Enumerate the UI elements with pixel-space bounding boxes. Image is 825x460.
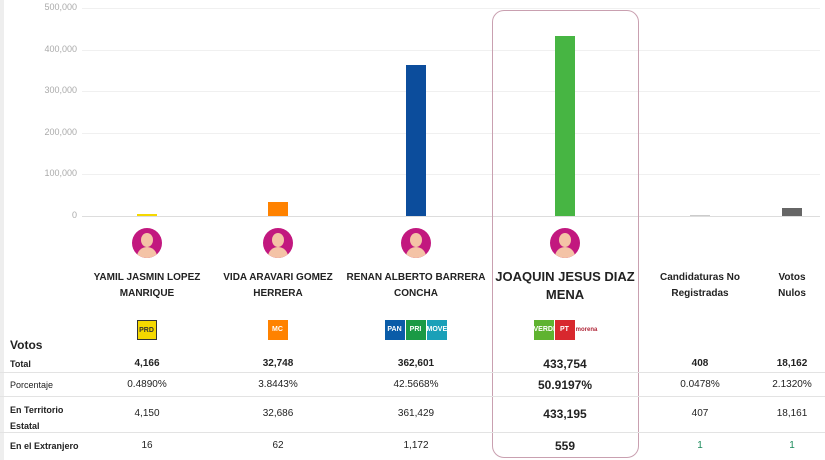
table-cell: 407 xyxy=(691,408,709,419)
name-line: YAMIL JASMIN LOPEZ xyxy=(93,272,201,283)
table-cell: 362,601 xyxy=(397,358,435,369)
party-logos: MC xyxy=(267,320,288,340)
bar[interactable] xyxy=(268,202,288,216)
gridline xyxy=(82,91,820,93)
row-label: Total xyxy=(10,359,31,369)
candidate-avatar xyxy=(550,228,580,258)
table-cell: 408 xyxy=(691,358,709,369)
candidate-name: JOAQUIN JESUS DIAZ MENA xyxy=(490,268,640,304)
gridline xyxy=(82,49,820,51)
y-tick-label: 0 xyxy=(71,210,77,220)
table-cell: 559 xyxy=(554,439,576,453)
table-cell: 32,748 xyxy=(262,358,294,369)
party-logo-pan: PAN xyxy=(384,320,405,340)
gridline xyxy=(82,8,820,9)
name-line: Votos xyxy=(778,272,806,283)
party-logo-verde: VERDE xyxy=(533,320,558,340)
table-cell: 18,161 xyxy=(776,408,808,419)
candidate-name: YAMIL JASMIN LOPEZ MANRIQUE xyxy=(72,270,222,302)
candidate-avatar xyxy=(263,228,293,258)
name-line: Registradas xyxy=(671,288,729,299)
candidate-name: Votos Nulos xyxy=(717,270,825,302)
party-logo-mc: MC xyxy=(267,320,288,340)
row-divider xyxy=(0,396,825,397)
bar[interactable] xyxy=(555,35,575,216)
votes-title: Votos xyxy=(10,338,43,352)
y-tick-label: 400,000 xyxy=(44,43,77,54)
candidate-name: VIDA ARAVARI GOMEZ HERRERA xyxy=(203,270,353,302)
gridline xyxy=(82,216,820,217)
table-cell: 361,429 xyxy=(397,408,435,419)
table-cell: 0.4890% xyxy=(127,379,167,390)
bar[interactable] xyxy=(782,208,802,216)
table-cell: 4,150 xyxy=(134,408,160,419)
row-label: En el Extranjero xyxy=(10,441,79,451)
table-cell: 3.8443% xyxy=(258,379,298,390)
bar[interactable] xyxy=(690,215,710,216)
name-line: HERRERA xyxy=(253,288,303,299)
row-divider xyxy=(0,432,825,433)
name-line: RENAN ALBERTO BARRERA xyxy=(346,272,486,283)
label-line: En Territorio xyxy=(10,405,64,415)
party-logo-morena: morena xyxy=(575,320,598,340)
party-logo-pt: PT xyxy=(554,320,575,340)
table-cell: 2.1320% xyxy=(772,379,812,390)
name-line: Candidaturas No xyxy=(659,272,740,283)
name-line: CONCHA xyxy=(394,288,438,299)
party-logo-prd: PRD xyxy=(136,320,157,340)
name-line: VIDA ARAVARI GOMEZ xyxy=(223,272,333,283)
y-tick-label: 500,000 xyxy=(44,2,77,12)
y-tick-label: 200,000 xyxy=(44,126,77,137)
candidate-avatar xyxy=(401,228,431,258)
winner-highlight xyxy=(492,10,639,458)
gridline xyxy=(82,132,820,134)
table-cell: 0.0478% xyxy=(680,379,720,390)
party-logos: VERDE PT morena xyxy=(533,320,598,340)
gridline xyxy=(82,174,820,176)
table-cell: 16 xyxy=(141,440,153,451)
table-cell: 433,754 xyxy=(543,357,587,371)
name-line: MENA xyxy=(545,287,585,302)
y-tick-label: 300,000 xyxy=(44,85,77,96)
party-logos: PAN PRI MOVER xyxy=(384,320,452,340)
row-label: Porcentaje xyxy=(10,380,54,390)
bar[interactable] xyxy=(137,214,157,216)
party-logos: PRD xyxy=(136,320,157,340)
party-logo-mover: MOVER xyxy=(426,320,452,340)
candidate-name: RENAN ALBERTO BARRERA CONCHA xyxy=(341,270,491,302)
name-line: MANRIQUE xyxy=(119,288,175,299)
y-tick-label: 100,000 xyxy=(44,168,77,179)
table-cell: 1,172 xyxy=(403,440,429,451)
table-cell: 4,166 xyxy=(134,358,160,369)
table-cell: 32,686 xyxy=(262,408,294,419)
row-label: En Territorio Estatal xyxy=(10,402,63,434)
label-line: Estatal xyxy=(10,421,40,431)
left-border xyxy=(0,0,4,460)
candidate-name: Candidaturas No Registradas xyxy=(625,270,775,302)
table-cell: 42.5668% xyxy=(393,379,439,390)
row-divider xyxy=(0,372,825,373)
table-cell: 50.9197% xyxy=(537,378,593,392)
party-logo-pri: PRI xyxy=(405,320,426,340)
table-cell: 1 xyxy=(697,440,703,451)
name-line: Nulos xyxy=(778,288,806,299)
candidate-avatar xyxy=(132,228,162,258)
name-line: JOAQUIN JESUS DIAZ xyxy=(495,269,635,284)
table-cell: 1 xyxy=(789,440,795,451)
table-cell: 433,195 xyxy=(543,407,587,421)
bar[interactable] xyxy=(406,65,426,216)
table-cell: 62 xyxy=(272,440,284,451)
table-cell: 18,162 xyxy=(776,358,808,369)
